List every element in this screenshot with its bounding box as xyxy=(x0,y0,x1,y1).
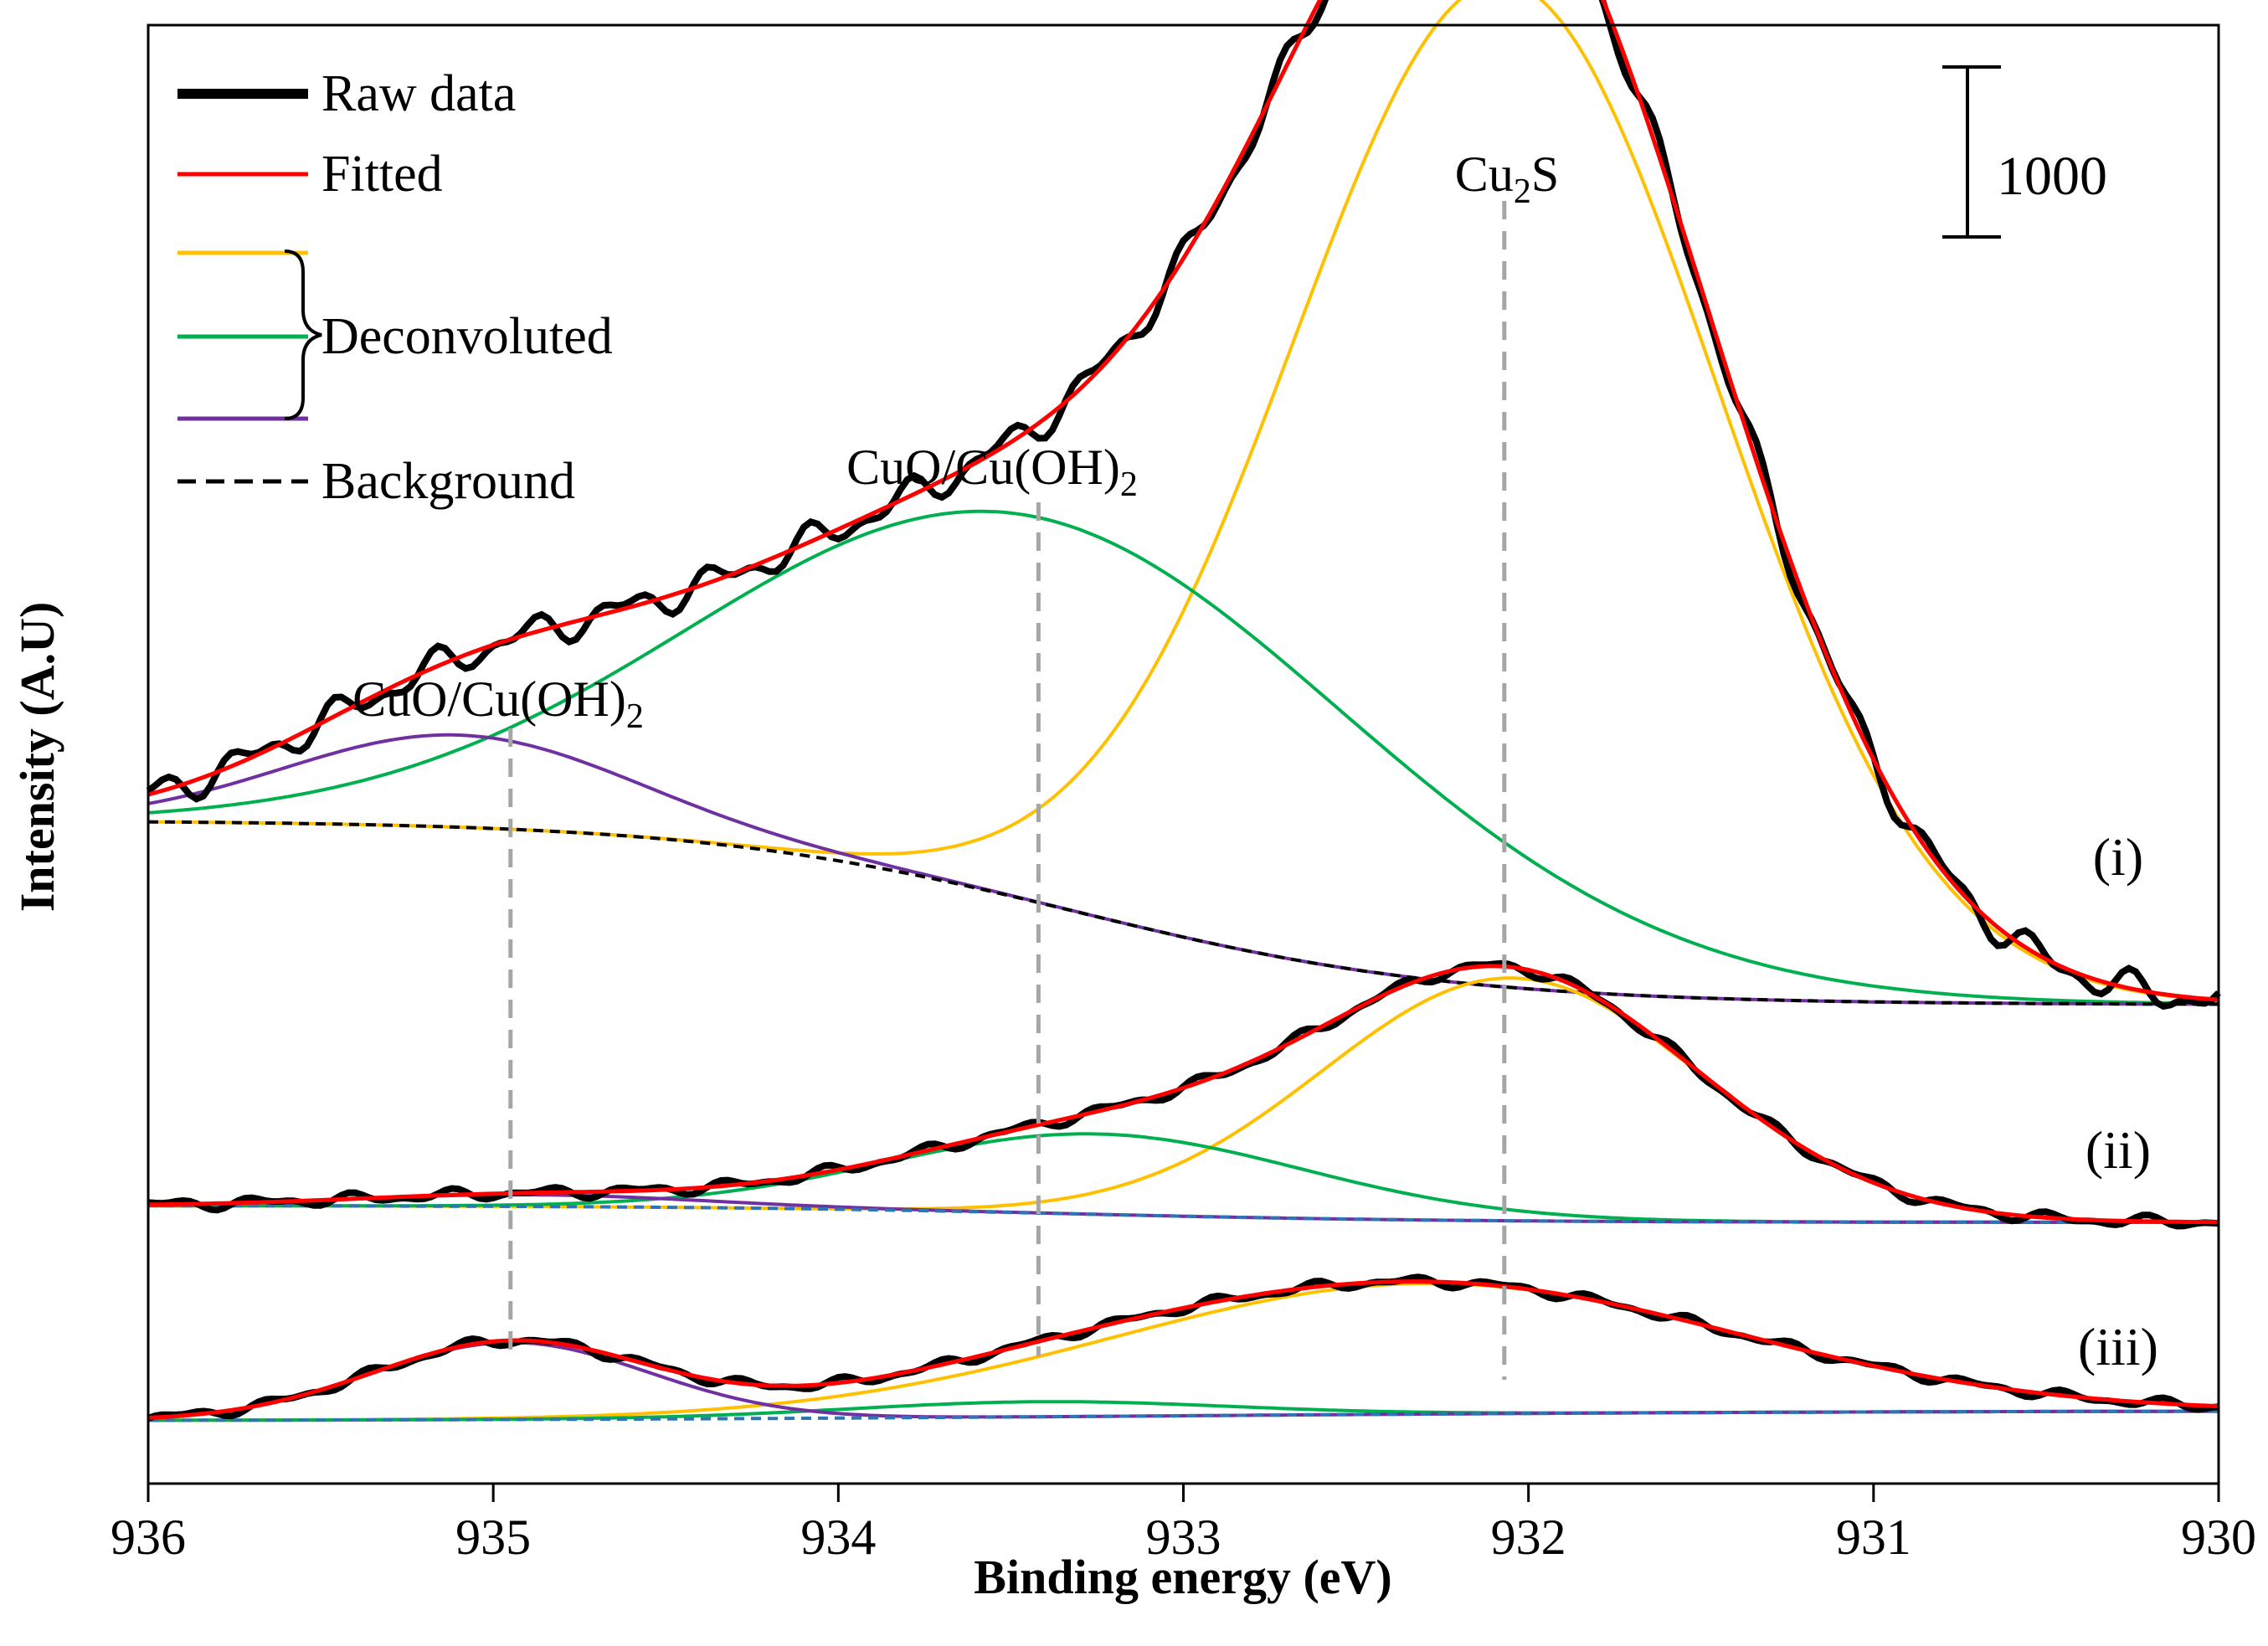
legend: Raw data Fitted Deconvoluted Background xyxy=(177,65,613,510)
legend-label-4: Deconvoluted xyxy=(321,308,613,365)
fitted-curve xyxy=(147,1279,2219,1420)
component-2-curve xyxy=(147,509,2219,1006)
spectrum-label-2: (ii) xyxy=(2085,1120,2151,1180)
spectrum-2 xyxy=(147,959,2219,1230)
scale-bar-label: 1000 xyxy=(1997,146,2107,207)
x-tick-label: 934 xyxy=(800,1510,876,1565)
reference-label-1: CuO/Cu(OH)2 xyxy=(352,671,644,736)
y-axis-title: Intensity (A.U) xyxy=(10,602,64,913)
spectrum-1 xyxy=(146,0,2221,1011)
x-axis-title: Binding energy (eV) xyxy=(974,1550,1391,1604)
legend-label-6: Background xyxy=(321,453,575,510)
spectrum-3 xyxy=(147,1273,2219,1422)
background-curve xyxy=(147,1204,2219,1224)
spectrum-labels: (i) (ii) (iii) xyxy=(2078,827,2158,1376)
x-axis: 936 935 934 933 932 931 930 xyxy=(111,1484,2256,1565)
background-curve xyxy=(148,1409,2219,1422)
legend-label-1: Raw data xyxy=(321,65,516,122)
x-tick-label: 931 xyxy=(1836,1510,1911,1565)
x-tick-label: 930 xyxy=(2181,1510,2256,1565)
x-tick-label: 933 xyxy=(1146,1510,1221,1565)
x-tick-label: 932 xyxy=(1491,1510,1566,1565)
spectra-layer xyxy=(146,0,2221,1422)
fitted-curve xyxy=(147,964,2219,1225)
component-1-curve xyxy=(147,0,2219,1002)
spectrum-label-1: (i) xyxy=(2093,827,2143,887)
reference-label-2: CuO/Cu(OH)2 xyxy=(846,440,1138,504)
reference-lines-layer: CuO/Cu(OH)2 CuO/Cu(OH)2 Cu2S xyxy=(352,147,1559,1380)
x-tick-label: 936 xyxy=(111,1510,186,1565)
spectrum-label-3: (iii) xyxy=(2078,1317,2158,1376)
background-curve xyxy=(147,820,2219,1006)
fitted-curve xyxy=(147,0,2219,1002)
x-tick-label: 935 xyxy=(455,1510,531,1565)
legend-brace xyxy=(284,249,322,420)
reference-label-3: Cu2S xyxy=(1455,147,1559,211)
scale-bar: 1000 xyxy=(1942,65,2107,239)
legend-label-2: Fitted xyxy=(321,146,443,203)
